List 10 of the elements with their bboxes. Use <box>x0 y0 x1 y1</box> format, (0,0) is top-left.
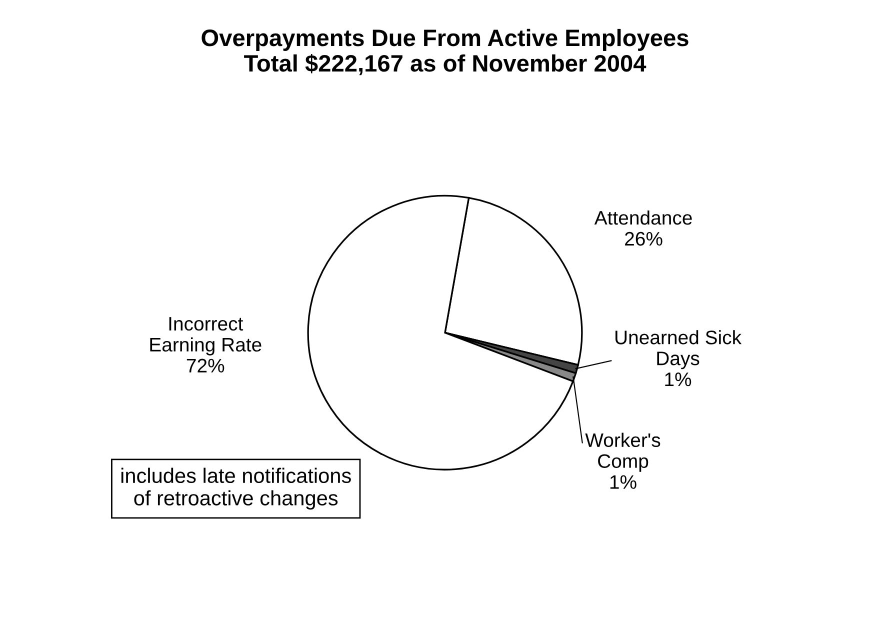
slice-label: Incorrect Earning Rate <box>150 317 262 356</box>
slice-label: Unearned Sick Days <box>616 330 742 370</box>
data-label: 26% <box>625 232 662 246</box>
data-label: 72% <box>186 358 224 372</box>
slice-label: Worker's Comp <box>585 432 660 472</box>
data-label: 1% <box>665 372 692 386</box>
text: includes late notifications of retroactive changes <box>121 468 351 510</box>
chart-title: Overpayments Due From Active Employees Total $222,167 as of November 2004 <box>202 28 688 76</box>
slice-label: Attendance <box>594 210 692 225</box>
data-label: 1% <box>610 475 636 489</box>
